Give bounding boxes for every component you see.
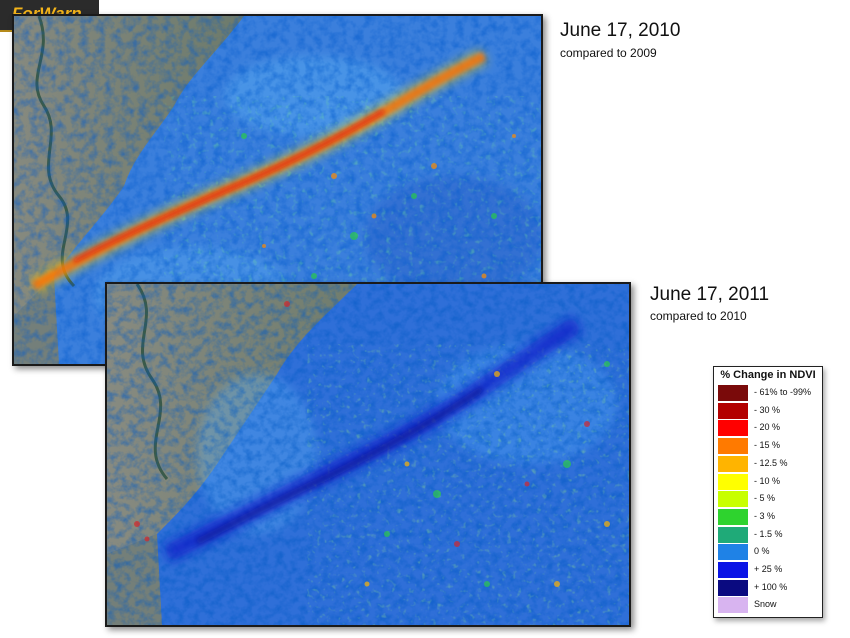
ndvi-change-map-2011[interactable] xyxy=(105,282,631,627)
legend-label: Snow xyxy=(754,599,777,610)
legend-swatch xyxy=(718,402,748,419)
legend-label: + 100 % xyxy=(754,581,788,592)
legend-item: - 12.5 % xyxy=(718,455,822,472)
legend-item: - 5 % xyxy=(718,490,822,508)
legend-label: 0 % xyxy=(754,546,770,557)
map-2011-imagery xyxy=(107,284,629,625)
legend-item: - 3 % xyxy=(718,508,822,525)
panel-title-2011: June 17, 2011 xyxy=(650,284,770,305)
legend-item: - 61% to -99% xyxy=(718,384,822,401)
legend-item: - 20 % xyxy=(718,419,822,437)
legend-item: - 1.5 % xyxy=(718,526,822,543)
legend-swatch xyxy=(718,579,748,596)
legend-swatch xyxy=(718,544,748,561)
legend-item: - 15 % xyxy=(718,437,822,455)
legend-label: - 3 % xyxy=(754,510,776,521)
legend-swatch xyxy=(718,455,748,472)
legend-label: - 61% to -99% xyxy=(754,387,812,397)
legend-item: Snow xyxy=(718,596,822,614)
legend-item: + 100 % xyxy=(718,579,822,596)
legend-label: - 5 % xyxy=(754,493,776,504)
panel-subtitle-2010: compared to 2009 xyxy=(560,46,657,60)
legend-label: - 15 % xyxy=(754,440,781,451)
legend-label: - 10 % xyxy=(754,475,781,486)
legend-swatch xyxy=(718,526,748,543)
legend-label: - 1.5 % xyxy=(754,528,783,539)
legend-item: 0 % xyxy=(718,543,822,561)
legend-label: + 25 % xyxy=(754,564,783,574)
legend-swatch xyxy=(718,420,748,437)
legend-swatch xyxy=(718,491,748,508)
legend-item: + 25 % xyxy=(718,561,822,578)
legend-label: - 12.5 % xyxy=(754,457,788,468)
legend-label: - 30 % xyxy=(754,404,781,415)
legend-swatch xyxy=(718,597,748,614)
ndvi-change-legend: % Change in NDVI - 61% to -99% - 30 % - 20… xyxy=(713,366,823,618)
legend-item: - 30 % xyxy=(718,402,822,419)
legend-swatch xyxy=(718,385,748,401)
legend-title: % Change in NDVI xyxy=(720,369,816,381)
legend-swatch xyxy=(718,562,748,578)
panel-subtitle-2011: compared to 2010 xyxy=(650,309,747,323)
legend-item: - 10 % xyxy=(718,473,822,490)
legend-swatch xyxy=(718,438,748,455)
legend-label: - 20 % xyxy=(754,422,781,433)
legend-swatch xyxy=(718,508,748,525)
panel-title-2010: June 17, 2010 xyxy=(560,20,681,41)
legend-swatch xyxy=(718,473,748,490)
